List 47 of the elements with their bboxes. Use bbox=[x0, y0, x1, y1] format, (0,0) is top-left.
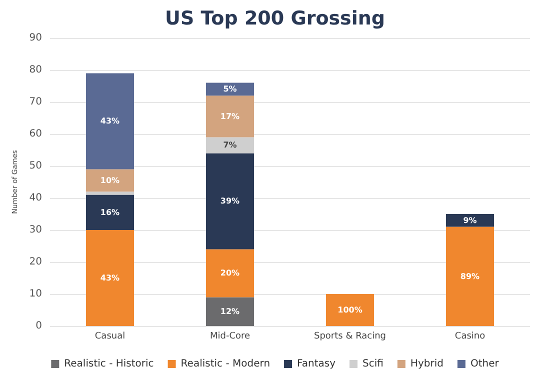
x-tick-label: Sports & Racing bbox=[314, 332, 386, 342]
bar bbox=[446, 226, 494, 326]
y-tick-label: 90 bbox=[29, 32, 42, 44]
annotation: 20% bbox=[220, 268, 240, 278]
annotation: 12% bbox=[220, 307, 240, 316]
bar bbox=[206, 249, 254, 298]
legend-label: Realistic - Modern bbox=[180, 358, 270, 370]
annotation: 39% bbox=[220, 196, 240, 206]
y-tick-label: 60 bbox=[29, 128, 42, 140]
bar bbox=[206, 96, 254, 138]
x-tick-label: Casual bbox=[94, 332, 126, 342]
y-tick-label: 70 bbox=[29, 96, 42, 108]
legend-label: Fantasy bbox=[297, 358, 336, 370]
annotation: 7% bbox=[223, 140, 237, 150]
y-tick-label: 10 bbox=[29, 288, 42, 300]
y-tick-label: 80 bbox=[29, 64, 42, 76]
legend-label: Other bbox=[470, 358, 500, 370]
annotation: 100% bbox=[338, 306, 362, 314]
bar bbox=[206, 137, 254, 154]
bar bbox=[86, 73, 134, 170]
annotation: 10% bbox=[100, 176, 120, 185]
y-tick-label: 40 bbox=[29, 192, 42, 204]
bar bbox=[206, 297, 254, 326]
bar bbox=[326, 294, 374, 326]
bar bbox=[206, 153, 254, 250]
annotation: 43% bbox=[100, 274, 120, 282]
bar bbox=[446, 214, 494, 227]
bar bbox=[86, 169, 134, 192]
y-tick-label: 20 bbox=[29, 256, 42, 268]
annotation: 9% bbox=[463, 216, 477, 225]
bar bbox=[86, 194, 134, 230]
annotation: 89% bbox=[460, 272, 480, 281]
y-tick-label: 0 bbox=[36, 320, 42, 332]
bar bbox=[86, 192, 134, 195]
annotation: 5% bbox=[223, 84, 237, 94]
legend-label: Scifi bbox=[362, 358, 384, 370]
bar bbox=[86, 230, 134, 326]
legend-label: Hybrid bbox=[410, 358, 444, 370]
x-tick-label: Casino bbox=[454, 332, 486, 342]
x-tick-label: Mid-Core bbox=[210, 332, 250, 342]
y-tick-label: 50 bbox=[29, 160, 42, 172]
legend-label: Realistic - Historic bbox=[64, 358, 154, 370]
annotation: 17% bbox=[220, 112, 240, 121]
annotation: 16% bbox=[100, 208, 120, 217]
chart-title: US Top 200 Grossing bbox=[165, 8, 385, 30]
annotation: 43% bbox=[100, 116, 120, 126]
y-tick-label: 30 bbox=[29, 224, 42, 236]
